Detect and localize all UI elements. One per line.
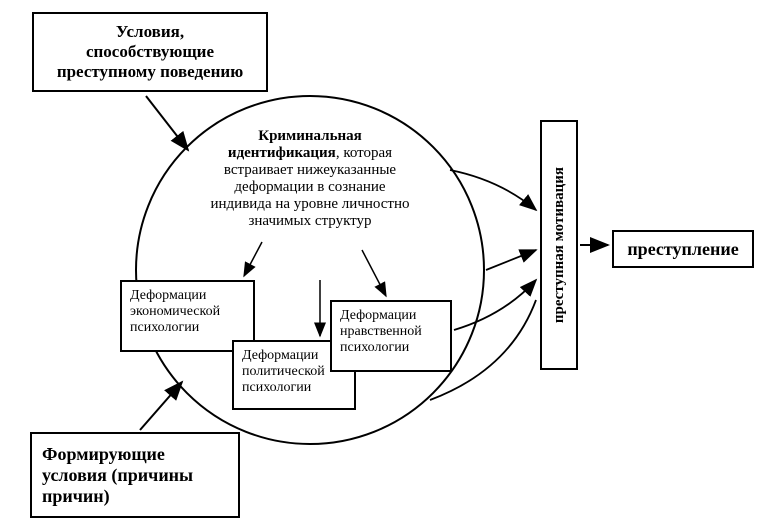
deform-econ-l2: экономической <box>130 304 245 320</box>
motivation-box: преступная мотивация <box>540 120 578 370</box>
deform-econ-l3: психологии <box>130 320 245 336</box>
conditions-box: Условия, способствующие преступному пове… <box>32 12 268 92</box>
conditions-line3: преступному поведению <box>42 62 258 82</box>
conditions-line1: Условия, <box>42 22 258 42</box>
deform-econ-l1: Деформации <box>130 288 245 304</box>
deform-moral-l2: нравственной <box>340 324 442 340</box>
forming-line2: условия (причины <box>42 465 228 486</box>
conditions-line2: способствующие <box>42 42 258 62</box>
crime-box: преступление <box>612 230 754 268</box>
forming-line3: причин) <box>42 486 228 507</box>
deform-moral-l3: психологии <box>340 340 442 356</box>
deform-moral-box: Деформации нравственной психологии <box>330 300 452 372</box>
center-text: Криминальная идентификация, которая встр… <box>205 128 415 230</box>
crime-label: преступление <box>627 239 738 260</box>
center-line2: идентификация <box>228 145 336 161</box>
forming-box: Формирующие условия (причины причин) <box>30 432 240 518</box>
forming-line1: Формирующие <box>42 444 228 465</box>
motivation-label: преступная мотивация <box>551 167 568 323</box>
deform-polit-l3: психологии <box>242 380 346 396</box>
deform-moral-l1: Деформации <box>340 308 442 324</box>
center-line1: Криминальная <box>258 128 362 144</box>
